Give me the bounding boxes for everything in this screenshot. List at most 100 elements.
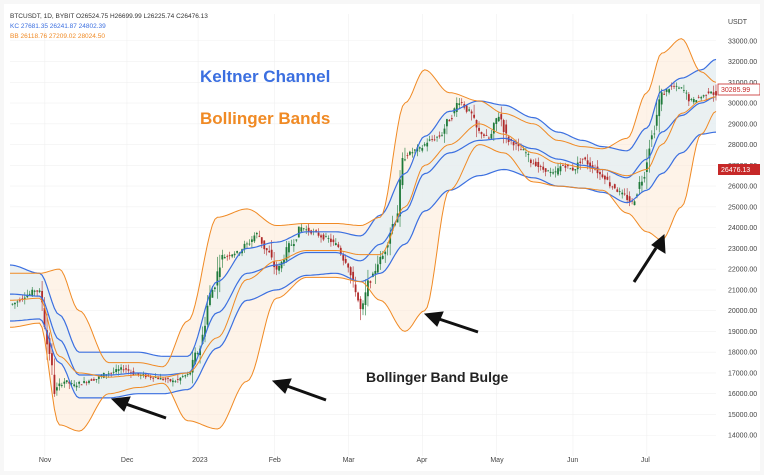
candle xyxy=(270,240,273,260)
candle-body xyxy=(715,91,717,96)
candle xyxy=(226,254,229,261)
x-tick-label: May xyxy=(490,457,504,464)
candle-body xyxy=(707,91,710,94)
candle xyxy=(433,134,436,142)
candle-body xyxy=(409,151,411,155)
candle xyxy=(88,379,90,385)
candle xyxy=(492,122,495,141)
candle xyxy=(63,377,66,388)
candle xyxy=(623,188,626,196)
candle-body xyxy=(616,189,619,192)
candle xyxy=(685,90,688,100)
candle-body xyxy=(374,270,377,274)
candle xyxy=(574,169,577,175)
candle-body xyxy=(675,85,678,87)
candle xyxy=(112,367,115,376)
candle xyxy=(16,299,19,307)
candle xyxy=(559,162,562,176)
bulge-annotation: Bollinger Band Bulge xyxy=(366,369,509,385)
candle-body xyxy=(692,99,695,103)
candle xyxy=(411,147,414,158)
candle xyxy=(628,191,631,207)
candle xyxy=(525,147,527,157)
candle-body xyxy=(332,239,335,243)
candle xyxy=(320,233,322,243)
candle-body xyxy=(423,144,426,146)
candle xyxy=(352,266,355,288)
candle-body xyxy=(547,170,550,172)
candle-body xyxy=(433,139,436,141)
candle-body xyxy=(483,134,485,136)
y-tick-label: 17000.00 xyxy=(728,370,757,377)
candle-body xyxy=(246,243,248,245)
x-tick-label: Jun xyxy=(567,457,578,464)
candle xyxy=(327,235,330,243)
candle-body xyxy=(33,290,36,292)
candle-body xyxy=(115,369,118,373)
candle xyxy=(655,99,658,131)
y-tick-label: 20000.00 xyxy=(728,308,757,315)
candle xyxy=(218,254,221,293)
candle-body xyxy=(381,255,384,259)
candle xyxy=(174,379,177,383)
y-tick-label: 19000.00 xyxy=(728,329,757,336)
current-price-tag: 26476.13 xyxy=(718,164,760,175)
candle xyxy=(273,251,276,275)
candle-body xyxy=(413,149,416,151)
candle xyxy=(317,228,320,238)
candle-body xyxy=(376,264,379,273)
candle xyxy=(246,241,248,248)
x-tick-label: Mar xyxy=(343,457,356,464)
candle xyxy=(181,374,184,379)
y-tick-label: 15000.00 xyxy=(728,412,757,419)
candle xyxy=(401,152,404,189)
candle-body xyxy=(564,165,567,168)
candle xyxy=(549,167,552,177)
candle-body xyxy=(218,267,221,278)
candle-body xyxy=(38,290,41,292)
candle xyxy=(502,118,505,144)
candle-body xyxy=(159,378,162,380)
candle-body xyxy=(11,303,14,305)
candle-body xyxy=(226,255,229,257)
candle xyxy=(512,140,515,151)
candle-body xyxy=(18,300,21,302)
candle-body xyxy=(379,256,382,265)
candle-body xyxy=(223,257,226,259)
candle-body xyxy=(130,372,132,374)
candle-body xyxy=(117,369,120,371)
x-tick-label: Feb xyxy=(269,457,281,464)
currency-label: USDT xyxy=(728,19,748,26)
candle xyxy=(349,266,352,284)
candle-body xyxy=(611,186,614,188)
candle-body xyxy=(201,334,204,344)
candle xyxy=(409,150,411,156)
candle-body xyxy=(601,174,604,178)
candle-body xyxy=(280,261,283,269)
candle xyxy=(455,97,458,117)
candle xyxy=(675,82,678,92)
candle-body xyxy=(468,109,471,111)
candle-body xyxy=(154,377,157,379)
candle xyxy=(285,240,288,263)
kc-header: KC 27681.35 26241.87 24802.39 xyxy=(10,23,106,30)
candle-body xyxy=(655,114,658,126)
candle xyxy=(179,377,182,385)
candle-body xyxy=(248,243,251,245)
y-tick-label: 32000.00 xyxy=(728,59,757,66)
candle xyxy=(231,253,234,259)
candle xyxy=(80,384,83,386)
candle xyxy=(638,176,641,195)
candle-body xyxy=(231,254,234,257)
candle-body xyxy=(562,165,564,166)
candle xyxy=(715,84,717,101)
candle xyxy=(554,166,557,178)
candle xyxy=(697,94,700,99)
candle-body xyxy=(70,383,73,385)
candle xyxy=(23,292,26,305)
y-tick-label: 29000.00 xyxy=(728,121,757,128)
candle-body xyxy=(512,141,515,146)
candle xyxy=(248,239,251,246)
candle-body xyxy=(258,235,261,237)
candle-body xyxy=(73,384,76,387)
